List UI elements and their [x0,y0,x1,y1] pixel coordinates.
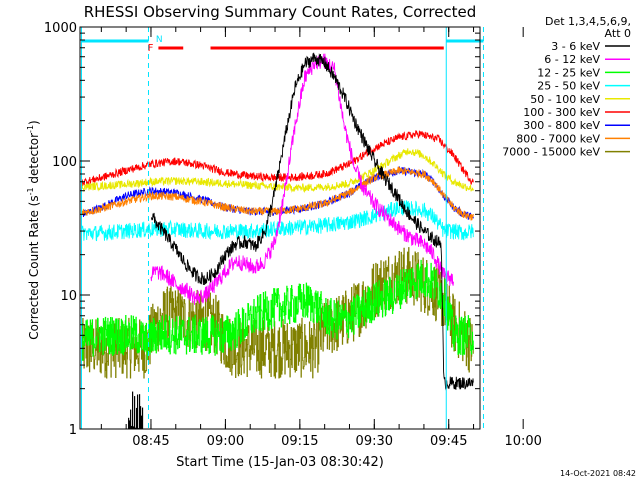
y-tick-label: 1000 [44,21,77,36]
flare-flag-label: F [148,43,154,54]
y-tick-label: 1 [69,423,77,438]
series-line-7000-15000kev [81,247,474,379]
y-axis-label-end: ) [27,120,41,125]
legend-label: 6 - 12 keV [544,53,600,66]
axes-layer: 1 10 100 1000 08:45 09:00 09:15 09:30 09:45 10:00 [44,21,542,449]
series-line-6-12kev [150,53,454,305]
legend-label: 7000 - 15000 keV [502,146,600,159]
series-line-800-7000kev [81,166,474,221]
legend-label: 12 - 25 keV [537,66,600,79]
footer-date: 14-Oct-2021 08:42 [560,469,636,478]
series-line-3-6kev [150,52,474,391]
y-axis-label-sup2: -1 [26,125,35,133]
night-flag-label: N [156,35,163,45]
x-axis-label: Start Time (15-Jan-03 08:30:42) [176,455,384,470]
series-layer [81,52,474,429]
legend-label: 100 - 300 keV [523,106,600,119]
y-axis-label: Corrected Count Rate (s-1 detector-1) [26,120,41,339]
legend-header-line2: Att 0 [605,27,631,40]
x-tick-label: 09:00 [207,434,244,449]
y-axis-label-sup1: -1 [26,187,35,195]
chart-title: RHESSI Observing Summary Count Rates, Co… [84,3,477,21]
series-line-300-800kev [81,166,474,220]
legend-label: 50 - 100 keV [530,93,600,106]
x-tick-label: 09:15 [281,434,318,449]
x-tick-label: 10:00 [504,434,541,449]
y-axis-label-mid: detector [27,133,41,188]
flags-layer: FN [80,27,484,429]
x-tick-label: 09:45 [430,434,467,449]
x-tick-label: 08:45 [132,434,169,449]
y-tick-label: 10 [60,289,77,304]
series-line-50-100kev [81,148,474,194]
series-line-12-25kev [81,259,474,361]
x-tick-label: 09:30 [356,434,393,449]
plot-frame [79,26,481,430]
legend-label: 3 - 6 keV [551,40,600,53]
legend-label: 25 - 50 keV [537,80,600,93]
y-axis-label-main: Corrected Count Rate (s [27,195,41,339]
legend-label: 800 - 7000 keV [516,132,600,145]
series-line-100-300kev [81,130,474,187]
legend-header-line1: Det 1,3,4,5,6,9, [545,15,631,28]
y-tick-label: 100 [52,155,77,170]
legend-label: 300 - 800 keV [523,119,600,132]
